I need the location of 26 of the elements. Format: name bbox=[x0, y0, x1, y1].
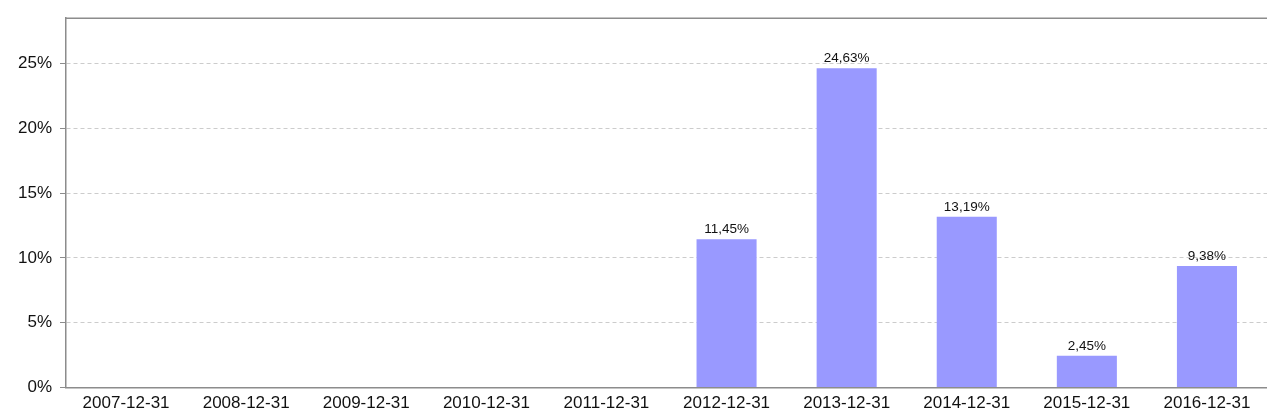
data-label: 2,45% bbox=[1067, 337, 1106, 353]
data-label: 11,45% bbox=[704, 221, 749, 237]
y-tick-label: 10% bbox=[17, 247, 53, 267]
data-label: 9,38% bbox=[1187, 247, 1227, 263]
x-tick-label: 2014-12-31 bbox=[923, 393, 1011, 413]
y-tick-label: 15% bbox=[17, 182, 53, 202]
bar bbox=[816, 68, 877, 388]
y-tick-label: 0% bbox=[27, 377, 53, 397]
data-label: 13,19% bbox=[943, 198, 990, 214]
bar bbox=[1176, 266, 1237, 388]
bar bbox=[696, 239, 757, 388]
y-tick-label: 25% bbox=[17, 53, 53, 73]
x-tick-label: 2007-12-31 bbox=[82, 393, 170, 413]
data-label: 24,63% bbox=[823, 50, 870, 66]
x-tick-label: 2009-12-31 bbox=[322, 393, 410, 413]
x-tick-label: 2015-12-31 bbox=[1043, 393, 1131, 413]
bar bbox=[936, 216, 997, 388]
x-tick-label: 2011-12-31 bbox=[563, 393, 650, 413]
x-tick-label: 2010-12-31 bbox=[442, 393, 530, 413]
y-tick-label: 20% bbox=[17, 118, 53, 138]
x-tick-label: 2016-12-31 bbox=[1163, 393, 1251, 413]
y-tick-label: 5% bbox=[27, 312, 53, 332]
x-tick-label: 2013-12-31 bbox=[803, 393, 891, 413]
x-tick-label: 2008-12-31 bbox=[202, 393, 290, 413]
bar bbox=[1056, 355, 1117, 388]
x-tick-label: 2012-12-31 bbox=[683, 393, 771, 413]
